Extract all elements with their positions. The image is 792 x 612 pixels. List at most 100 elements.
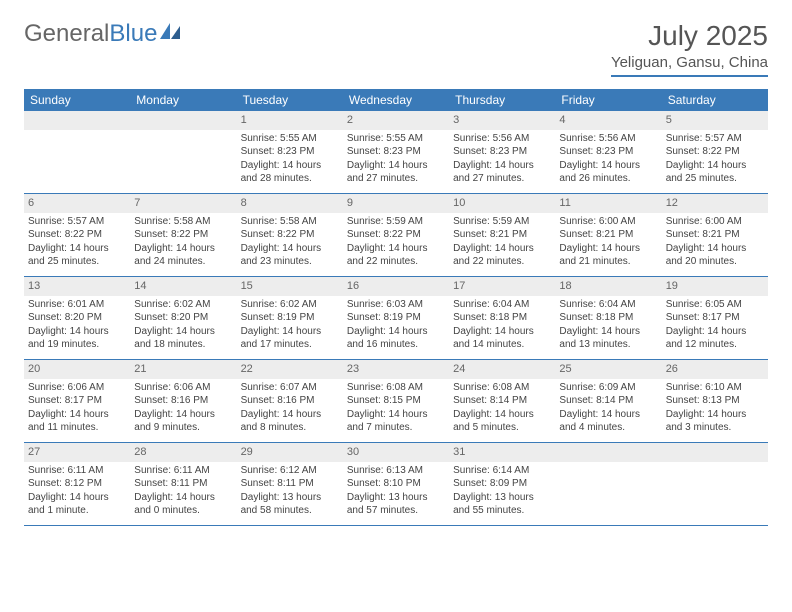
logo-sail-icon	[160, 20, 182, 48]
sunset-text: Sunset: 8:20 PM	[134, 311, 232, 325]
daylight-text: Daylight: 14 hours and 27 minutes.	[453, 159, 551, 186]
sunrise-text: Sunrise: 5:55 AM	[241, 132, 339, 146]
daylight-text: Daylight: 13 hours and 55 minutes.	[453, 491, 551, 518]
day-number	[24, 111, 130, 130]
sunrise-text: Sunrise: 6:02 AM	[241, 298, 339, 312]
daylight-text: Daylight: 13 hours and 57 minutes.	[347, 491, 445, 518]
day-cell-empty	[555, 443, 661, 525]
sunrise-text: Sunrise: 6:07 AM	[241, 381, 339, 395]
daylight-text: Daylight: 14 hours and 12 minutes.	[666, 325, 764, 352]
day-number: 10	[449, 194, 555, 213]
day-body: Sunrise: 6:03 AMSunset: 8:19 PMDaylight:…	[343, 296, 449, 356]
sunset-text: Sunset: 8:14 PM	[453, 394, 551, 408]
day-body: Sunrise: 6:04 AMSunset: 8:18 PMDaylight:…	[449, 296, 555, 356]
day-cell: 15Sunrise: 6:02 AMSunset: 8:19 PMDayligh…	[237, 277, 343, 359]
daylight-text: Daylight: 14 hours and 23 minutes.	[241, 242, 339, 269]
day-body: Sunrise: 6:12 AMSunset: 8:11 PMDaylight:…	[237, 462, 343, 522]
day-header-row: SundayMondayTuesdayWednesdayThursdayFrid…	[24, 89, 768, 111]
day-cell: 2Sunrise: 5:55 AMSunset: 8:23 PMDaylight…	[343, 111, 449, 193]
day-header-cell: Friday	[555, 89, 661, 111]
sunrise-text: Sunrise: 6:09 AM	[559, 381, 657, 395]
sunset-text: Sunset: 8:19 PM	[347, 311, 445, 325]
sunset-text: Sunset: 8:21 PM	[453, 228, 551, 242]
day-number: 4	[555, 111, 661, 130]
day-cell-empty	[662, 443, 768, 525]
day-number: 20	[24, 360, 130, 379]
day-cell: 10Sunrise: 5:59 AMSunset: 8:21 PMDayligh…	[449, 194, 555, 276]
day-number: 27	[24, 443, 130, 462]
day-body: Sunrise: 6:04 AMSunset: 8:18 PMDaylight:…	[555, 296, 661, 356]
sunset-text: Sunset: 8:17 PM	[28, 394, 126, 408]
daylight-text: Daylight: 14 hours and 25 minutes.	[28, 242, 126, 269]
day-body	[130, 130, 236, 136]
day-header-cell: Wednesday	[343, 89, 449, 111]
day-number: 30	[343, 443, 449, 462]
day-cell: 12Sunrise: 6:00 AMSunset: 8:21 PMDayligh…	[662, 194, 768, 276]
day-body: Sunrise: 5:57 AMSunset: 8:22 PMDaylight:…	[662, 130, 768, 190]
day-number: 11	[555, 194, 661, 213]
header: GeneralBlue July 2025 Yeliguan, Gansu, C…	[24, 20, 768, 77]
day-body: Sunrise: 5:55 AMSunset: 8:23 PMDaylight:…	[343, 130, 449, 190]
daylight-text: Daylight: 14 hours and 14 minutes.	[453, 325, 551, 352]
day-body: Sunrise: 6:11 AMSunset: 8:11 PMDaylight:…	[130, 462, 236, 522]
sunset-text: Sunset: 8:21 PM	[559, 228, 657, 242]
day-body: Sunrise: 5:55 AMSunset: 8:23 PMDaylight:…	[237, 130, 343, 190]
sunset-text: Sunset: 8:11 PM	[134, 477, 232, 491]
day-header-cell: Saturday	[662, 89, 768, 111]
sunset-text: Sunset: 8:13 PM	[666, 394, 764, 408]
day-cell: 19Sunrise: 6:05 AMSunset: 8:17 PMDayligh…	[662, 277, 768, 359]
sunset-text: Sunset: 8:10 PM	[347, 477, 445, 491]
day-cell: 27Sunrise: 6:11 AMSunset: 8:12 PMDayligh…	[24, 443, 130, 525]
day-number: 22	[237, 360, 343, 379]
sunrise-text: Sunrise: 6:04 AM	[559, 298, 657, 312]
sunset-text: Sunset: 8:23 PM	[241, 145, 339, 159]
sunrise-text: Sunrise: 6:14 AM	[453, 464, 551, 478]
day-body: Sunrise: 5:59 AMSunset: 8:22 PMDaylight:…	[343, 213, 449, 273]
day-cell: 13Sunrise: 6:01 AMSunset: 8:20 PMDayligh…	[24, 277, 130, 359]
day-cell: 25Sunrise: 6:09 AMSunset: 8:14 PMDayligh…	[555, 360, 661, 442]
day-body: Sunrise: 6:10 AMSunset: 8:13 PMDaylight:…	[662, 379, 768, 439]
day-body: Sunrise: 6:06 AMSunset: 8:16 PMDaylight:…	[130, 379, 236, 439]
daylight-text: Daylight: 14 hours and 5 minutes.	[453, 408, 551, 435]
sunset-text: Sunset: 8:19 PM	[241, 311, 339, 325]
daylight-text: Daylight: 14 hours and 1 minute.	[28, 491, 126, 518]
day-header-cell: Sunday	[24, 89, 130, 111]
calendar: SundayMondayTuesdayWednesdayThursdayFrid…	[24, 89, 768, 526]
day-number: 31	[449, 443, 555, 462]
day-body: Sunrise: 6:02 AMSunset: 8:19 PMDaylight:…	[237, 296, 343, 356]
day-number: 29	[237, 443, 343, 462]
day-cell: 6Sunrise: 5:57 AMSunset: 8:22 PMDaylight…	[24, 194, 130, 276]
sunrise-text: Sunrise: 6:10 AM	[666, 381, 764, 395]
sunrise-text: Sunrise: 5:56 AM	[453, 132, 551, 146]
day-cell: 5Sunrise: 5:57 AMSunset: 8:22 PMDaylight…	[662, 111, 768, 193]
day-number: 19	[662, 277, 768, 296]
day-cell: 8Sunrise: 5:58 AMSunset: 8:22 PMDaylight…	[237, 194, 343, 276]
sunrise-text: Sunrise: 5:58 AM	[134, 215, 232, 229]
day-number: 18	[555, 277, 661, 296]
day-body: Sunrise: 5:57 AMSunset: 8:22 PMDaylight:…	[24, 213, 130, 273]
day-body: Sunrise: 6:00 AMSunset: 8:21 PMDaylight:…	[662, 213, 768, 273]
daylight-text: Daylight: 14 hours and 19 minutes.	[28, 325, 126, 352]
day-body: Sunrise: 5:56 AMSunset: 8:23 PMDaylight:…	[555, 130, 661, 190]
sunrise-text: Sunrise: 6:03 AM	[347, 298, 445, 312]
daylight-text: Daylight: 14 hours and 26 minutes.	[559, 159, 657, 186]
sunset-text: Sunset: 8:21 PM	[666, 228, 764, 242]
day-number: 12	[662, 194, 768, 213]
day-number	[662, 443, 768, 462]
daylight-text: Daylight: 14 hours and 20 minutes.	[666, 242, 764, 269]
day-header-cell: Thursday	[449, 89, 555, 111]
sunrise-text: Sunrise: 6:00 AM	[666, 215, 764, 229]
day-number: 24	[449, 360, 555, 379]
day-number: 14	[130, 277, 236, 296]
logo-text-2: Blue	[109, 20, 157, 48]
day-cell: 7Sunrise: 5:58 AMSunset: 8:22 PMDaylight…	[130, 194, 236, 276]
sunrise-text: Sunrise: 6:13 AM	[347, 464, 445, 478]
sunrise-text: Sunrise: 6:02 AM	[134, 298, 232, 312]
sunset-text: Sunset: 8:20 PM	[28, 311, 126, 325]
daylight-text: Daylight: 14 hours and 3 minutes.	[666, 408, 764, 435]
sunrise-text: Sunrise: 5:58 AM	[241, 215, 339, 229]
day-cell: 1Sunrise: 5:55 AMSunset: 8:23 PMDaylight…	[237, 111, 343, 193]
day-body: Sunrise: 5:56 AMSunset: 8:23 PMDaylight:…	[449, 130, 555, 190]
week-row: 20Sunrise: 6:06 AMSunset: 8:17 PMDayligh…	[24, 360, 768, 443]
daylight-text: Daylight: 14 hours and 27 minutes.	[347, 159, 445, 186]
